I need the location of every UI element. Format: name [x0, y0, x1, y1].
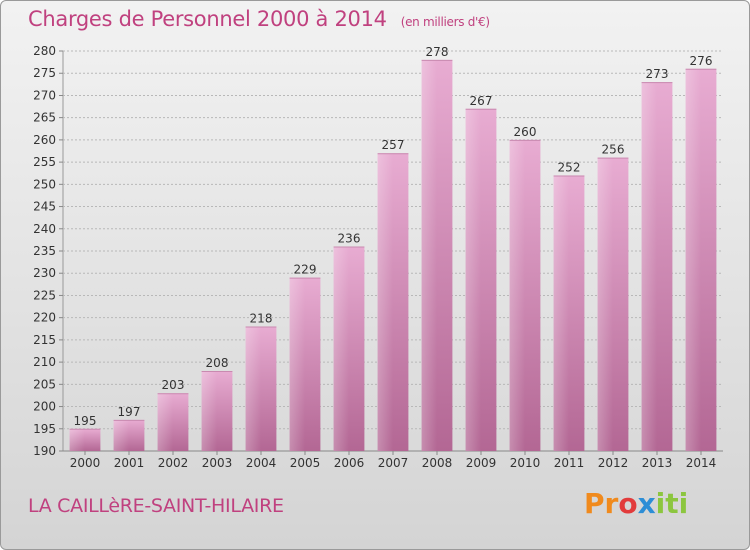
bar-highlight-2000 — [69, 428, 85, 451]
x-tick-label-2002: 2002 — [158, 456, 189, 470]
bar-highlight-2006 — [333, 246, 349, 451]
y-tick-label: 240 — [33, 222, 56, 236]
bar-highlight-2003 — [201, 371, 217, 451]
value-label-2008: 278 — [426, 45, 449, 59]
y-tick-label: 205 — [33, 377, 56, 391]
bar-highlight-2014 — [685, 68, 701, 452]
logo-part-2: o — [618, 487, 638, 520]
bar-highlight-2009 — [465, 108, 481, 452]
bar-highlight-2004 — [245, 326, 261, 451]
y-tick-label: 275 — [33, 66, 56, 80]
x-tick-label-2014: 2014 — [686, 456, 717, 470]
y-tick-label: 235 — [33, 244, 56, 258]
chart-title-text: Charges de Personnel 2000 à 2014 — [28, 7, 387, 31]
y-tick-label: 280 — [33, 44, 56, 58]
bar-highlight-2008 — [421, 59, 437, 452]
y-tick-label: 245 — [33, 200, 56, 214]
y-tick-label: 270 — [33, 88, 56, 102]
x-tick-label-2007: 2007 — [378, 456, 409, 470]
x-tick-label-2008: 2008 — [422, 456, 453, 470]
bar-highlight-2013 — [641, 82, 657, 451]
value-label-2010: 260 — [514, 125, 537, 139]
labels-layer: 190 195 200 205 210 215 220 225 230 235 240 245 250 2… — [33, 44, 716, 470]
y-tick-label: 215 — [33, 333, 56, 347]
y-tick-label: 220 — [33, 311, 56, 325]
value-label-2001: 197 — [118, 405, 141, 419]
value-label-2003: 208 — [206, 356, 229, 370]
logo-part-4: iti — [655, 487, 689, 520]
value-label-2006: 236 — [338, 232, 361, 246]
y-tick-label: 195 — [33, 422, 56, 436]
chart-title: Charges de Personnel 2000 à 2014 (en mill… — [28, 7, 490, 31]
x-tick-label-2011: 2011 — [554, 456, 585, 470]
value-label-2013: 273 — [646, 67, 669, 81]
commune-name: LA CAILLèRE-SAINT-HILAIRE — [28, 495, 284, 517]
y-tick-label: 190 — [33, 444, 56, 458]
value-label-2014: 276 — [690, 54, 713, 68]
y-tick-label: 230 — [33, 266, 56, 280]
value-label-2000: 195 — [74, 414, 97, 428]
bar-highlight-2002 — [157, 393, 173, 451]
x-tick-label-2001: 2001 — [114, 456, 145, 470]
bar-highlight-2001 — [113, 419, 129, 451]
y-tick-label: 255 — [33, 155, 56, 169]
logo-part-1: Pr — [584, 487, 619, 520]
proxiti-logo: Proxiti — [584, 487, 688, 520]
x-tick-label-2013: 2013 — [642, 456, 673, 470]
x-tick-label-2005: 2005 — [290, 456, 321, 470]
value-label-2009: 267 — [470, 94, 493, 108]
value-label-2011: 252 — [558, 160, 581, 174]
x-tick-label-2009: 2009 — [466, 456, 497, 470]
x-tick-label-2012: 2012 — [598, 456, 629, 470]
y-tick-label: 225 — [33, 288, 56, 302]
y-tick-label: 265 — [33, 111, 56, 125]
bar-highlight-2005 — [289, 277, 305, 451]
value-label-2012: 256 — [602, 143, 625, 157]
bar-highlight-2011 — [553, 175, 569, 451]
value-label-2004: 218 — [250, 312, 273, 326]
bar-highlight-2012 — [597, 157, 613, 451]
bar-highlight-2007 — [377, 153, 393, 451]
logo-part-3: x — [637, 487, 656, 520]
y-tick-label: 250 — [33, 177, 56, 191]
bars-layer — [69, 59, 717, 452]
x-tick-label-2006: 2006 — [334, 456, 365, 470]
chart-subtitle: (en milliers d'€) — [400, 15, 490, 29]
bar-highlight-2010 — [509, 139, 525, 451]
value-label-2002: 203 — [162, 378, 185, 392]
x-tick-label-2010: 2010 — [510, 456, 541, 470]
y-tick-label: 210 — [33, 355, 56, 369]
x-tick-label-2004: 2004 — [246, 456, 277, 470]
x-tick-label-2003: 2003 — [202, 456, 233, 470]
y-tick-label: 200 — [33, 400, 56, 414]
value-label-2007: 257 — [382, 138, 405, 152]
value-label-2005: 229 — [294, 263, 317, 277]
y-tick-label: 260 — [33, 133, 56, 147]
x-tick-label-2000: 2000 — [70, 456, 101, 470]
